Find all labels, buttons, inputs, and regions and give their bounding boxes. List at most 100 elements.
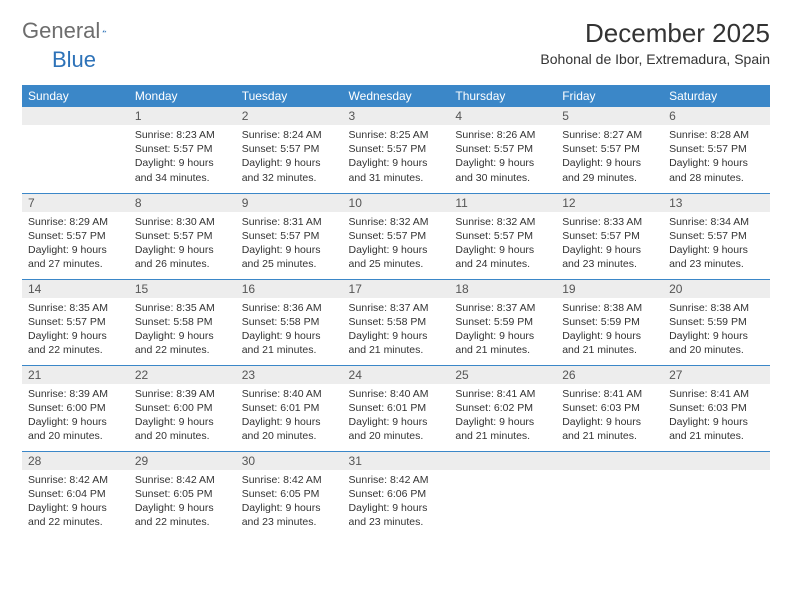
day-details: Sunrise: 8:37 AMSunset: 5:58 PMDaylight:… <box>343 298 450 362</box>
day-details: Sunrise: 8:35 AMSunset: 5:58 PMDaylight:… <box>129 298 236 362</box>
day-details: Sunrise: 8:40 AMSunset: 6:01 PMDaylight:… <box>343 384 450 448</box>
day-number: 21 <box>22 366 129 384</box>
day-details: Sunrise: 8:36 AMSunset: 5:58 PMDaylight:… <box>236 298 343 362</box>
day-number: 6 <box>663 107 770 125</box>
calendar-day-cell: 13Sunrise: 8:34 AMSunset: 5:57 PMDayligh… <box>663 193 770 279</box>
calendar-day-cell: 8Sunrise: 8:30 AMSunset: 5:57 PMDaylight… <box>129 193 236 279</box>
day-details: Sunrise: 8:31 AMSunset: 5:57 PMDaylight:… <box>236 212 343 276</box>
day-number: 20 <box>663 280 770 298</box>
day-details: Sunrise: 8:42 AMSunset: 6:06 PMDaylight:… <box>343 470 450 534</box>
weekday-header: Monday <box>129 85 236 107</box>
calendar-day-cell: 1Sunrise: 8:23 AMSunset: 5:57 PMDaylight… <box>129 107 236 193</box>
calendar-week-row: 28Sunrise: 8:42 AMSunset: 6:04 PMDayligh… <box>22 451 770 537</box>
calendar-day-cell: 24Sunrise: 8:40 AMSunset: 6:01 PMDayligh… <box>343 365 450 451</box>
calendar-empty-cell <box>449 451 556 537</box>
day-details: Sunrise: 8:25 AMSunset: 5:57 PMDaylight:… <box>343 125 450 189</box>
day-details: Sunrise: 8:42 AMSunset: 6:04 PMDaylight:… <box>22 470 129 534</box>
day-number: 7 <box>22 194 129 212</box>
day-number: 26 <box>556 366 663 384</box>
day-number: 27 <box>663 366 770 384</box>
day-details: Sunrise: 8:38 AMSunset: 5:59 PMDaylight:… <box>556 298 663 362</box>
day-number: 17 <box>343 280 450 298</box>
day-details: Sunrise: 8:39 AMSunset: 6:00 PMDaylight:… <box>22 384 129 448</box>
day-details: Sunrise: 8:40 AMSunset: 6:01 PMDaylight:… <box>236 384 343 448</box>
day-number: 16 <box>236 280 343 298</box>
weekday-header: Thursday <box>449 85 556 107</box>
day-details: Sunrise: 8:32 AMSunset: 5:57 PMDaylight:… <box>449 212 556 276</box>
day-number: 30 <box>236 452 343 470</box>
calendar-week-row: 14Sunrise: 8:35 AMSunset: 5:57 PMDayligh… <box>22 279 770 365</box>
day-details: Sunrise: 8:41 AMSunset: 6:03 PMDaylight:… <box>663 384 770 448</box>
day-number <box>663 452 770 470</box>
day-details: Sunrise: 8:29 AMSunset: 5:57 PMDaylight:… <box>22 212 129 276</box>
weekday-header: Friday <box>556 85 663 107</box>
calendar-day-cell: 15Sunrise: 8:35 AMSunset: 5:58 PMDayligh… <box>129 279 236 365</box>
weekday-header: Saturday <box>663 85 770 107</box>
calendar-day-cell: 26Sunrise: 8:41 AMSunset: 6:03 PMDayligh… <box>556 365 663 451</box>
day-number: 3 <box>343 107 450 125</box>
day-number: 10 <box>343 194 450 212</box>
calendar-week-row: 1Sunrise: 8:23 AMSunset: 5:57 PMDaylight… <box>22 107 770 193</box>
day-number: 11 <box>449 194 556 212</box>
weekday-header: Tuesday <box>236 85 343 107</box>
day-details: Sunrise: 8:32 AMSunset: 5:57 PMDaylight:… <box>343 212 450 276</box>
day-number: 9 <box>236 194 343 212</box>
calendar-day-cell: 19Sunrise: 8:38 AMSunset: 5:59 PMDayligh… <box>556 279 663 365</box>
day-number: 31 <box>343 452 450 470</box>
brand-word2: Blue <box>52 47 96 72</box>
day-details: Sunrise: 8:42 AMSunset: 6:05 PMDaylight:… <box>129 470 236 534</box>
day-details: Sunrise: 8:26 AMSunset: 5:57 PMDaylight:… <box>449 125 556 189</box>
day-details: Sunrise: 8:38 AMSunset: 5:59 PMDaylight:… <box>663 298 770 362</box>
calendar-day-cell: 16Sunrise: 8:36 AMSunset: 5:58 PMDayligh… <box>236 279 343 365</box>
location-subtitle: Bohonal de Ibor, Extremadura, Spain <box>540 51 770 67</box>
day-details: Sunrise: 8:41 AMSunset: 6:02 PMDaylight:… <box>449 384 556 448</box>
day-number <box>449 452 556 470</box>
title-block: December 2025 Bohonal de Ibor, Extremadu… <box>540 18 770 67</box>
day-details: Sunrise: 8:41 AMSunset: 6:03 PMDaylight:… <box>556 384 663 448</box>
calendar-day-cell: 10Sunrise: 8:32 AMSunset: 5:57 PMDayligh… <box>343 193 450 279</box>
calendar-day-cell: 25Sunrise: 8:41 AMSunset: 6:02 PMDayligh… <box>449 365 556 451</box>
day-details: Sunrise: 8:33 AMSunset: 5:57 PMDaylight:… <box>556 212 663 276</box>
day-number: 18 <box>449 280 556 298</box>
day-number: 1 <box>129 107 236 125</box>
calendar-day-cell: 21Sunrise: 8:39 AMSunset: 6:00 PMDayligh… <box>22 365 129 451</box>
day-details: Sunrise: 8:34 AMSunset: 5:57 PMDaylight:… <box>663 212 770 276</box>
day-details: Sunrise: 8:42 AMSunset: 6:05 PMDaylight:… <box>236 470 343 534</box>
calendar-day-cell: 29Sunrise: 8:42 AMSunset: 6:05 PMDayligh… <box>129 451 236 537</box>
calendar-day-cell: 9Sunrise: 8:31 AMSunset: 5:57 PMDaylight… <box>236 193 343 279</box>
calendar-day-cell: 7Sunrise: 8:29 AMSunset: 5:57 PMDaylight… <box>22 193 129 279</box>
calendar-day-cell: 22Sunrise: 8:39 AMSunset: 6:00 PMDayligh… <box>129 365 236 451</box>
day-number: 22 <box>129 366 236 384</box>
calendar-empty-cell <box>556 451 663 537</box>
day-details: Sunrise: 8:27 AMSunset: 5:57 PMDaylight:… <box>556 125 663 189</box>
calendar-day-cell: 11Sunrise: 8:32 AMSunset: 5:57 PMDayligh… <box>449 193 556 279</box>
day-number: 23 <box>236 366 343 384</box>
calendar-table: SundayMondayTuesdayWednesdayThursdayFrid… <box>22 85 770 537</box>
month-title: December 2025 <box>540 18 770 49</box>
day-number: 8 <box>129 194 236 212</box>
calendar-day-cell: 30Sunrise: 8:42 AMSunset: 6:05 PMDayligh… <box>236 451 343 537</box>
day-details: Sunrise: 8:28 AMSunset: 5:57 PMDaylight:… <box>663 125 770 189</box>
sail-icon <box>102 22 106 40</box>
day-details: Sunrise: 8:39 AMSunset: 6:00 PMDaylight:… <box>129 384 236 448</box>
day-details: Sunrise: 8:30 AMSunset: 5:57 PMDaylight:… <box>129 212 236 276</box>
calendar-day-cell: 18Sunrise: 8:37 AMSunset: 5:59 PMDayligh… <box>449 279 556 365</box>
day-number: 29 <box>129 452 236 470</box>
weekday-header: Wednesday <box>343 85 450 107</box>
calendar-week-row: 21Sunrise: 8:39 AMSunset: 6:00 PMDayligh… <box>22 365 770 451</box>
day-number: 19 <box>556 280 663 298</box>
calendar-day-cell: 4Sunrise: 8:26 AMSunset: 5:57 PMDaylight… <box>449 107 556 193</box>
calendar-day-cell: 27Sunrise: 8:41 AMSunset: 6:03 PMDayligh… <box>663 365 770 451</box>
day-number: 28 <box>22 452 129 470</box>
day-number: 12 <box>556 194 663 212</box>
day-number: 2 <box>236 107 343 125</box>
day-details: Sunrise: 8:35 AMSunset: 5:57 PMDaylight:… <box>22 298 129 362</box>
day-number: 4 <box>449 107 556 125</box>
day-number <box>22 107 129 125</box>
day-details: Sunrise: 8:23 AMSunset: 5:57 PMDaylight:… <box>129 125 236 189</box>
day-number: 5 <box>556 107 663 125</box>
calendar-body: 1Sunrise: 8:23 AMSunset: 5:57 PMDaylight… <box>22 107 770 537</box>
calendar-empty-cell <box>663 451 770 537</box>
weekday-header: Sunday <box>22 85 129 107</box>
calendar-day-cell: 20Sunrise: 8:38 AMSunset: 5:59 PMDayligh… <box>663 279 770 365</box>
